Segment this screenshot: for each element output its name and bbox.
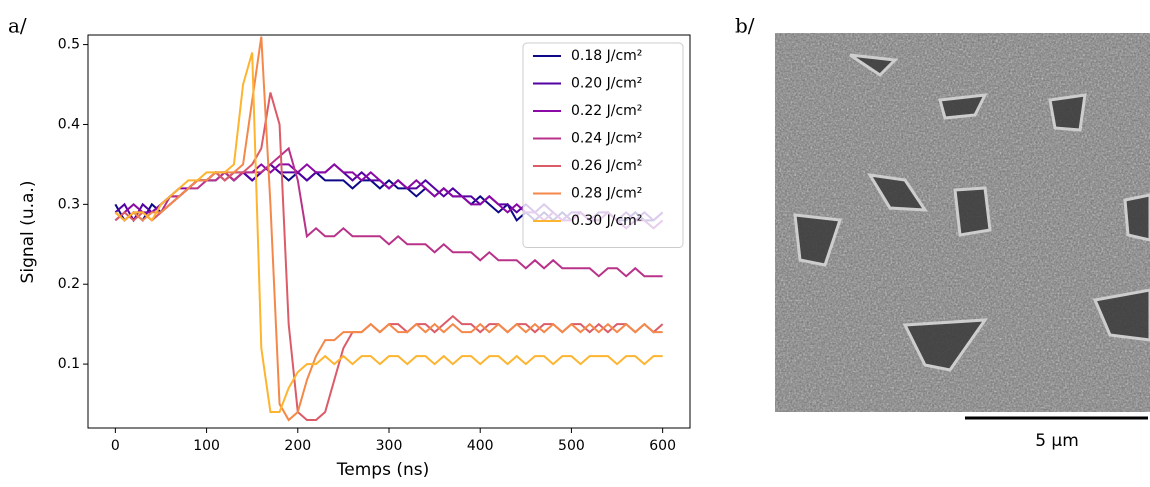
x-tick-label: 300 [376, 438, 403, 454]
x-tick-label: 200 [284, 438, 311, 454]
x-tick-label: 0 [111, 438, 120, 454]
legend-box [522, 42, 684, 248]
y-tick-label: 0.1 [58, 356, 80, 372]
series-line [114, 36, 663, 422]
legend-label: 0.28 J/cm² [571, 186, 642, 202]
sem-image [775, 33, 1150, 412]
y-tick-label: 0.3 [58, 196, 80, 212]
series-line [114, 52, 663, 414]
panel-label: a/ [8, 14, 27, 38]
legend-label: 0.30 J/cm² [571, 213, 642, 229]
y-tick-label: 0.4 [58, 116, 80, 132]
x-tick-label: 600 [649, 438, 676, 454]
plot-frame [87, 34, 691, 429]
panel-label: b/ [735, 14, 755, 38]
legend-label: 0.20 J/cm² [571, 76, 642, 92]
x-axis-label: Temps (ns) [336, 460, 429, 480]
y-tick-label: 0.5 [58, 37, 80, 53]
scale-bar-label: 5 µm [1035, 431, 1079, 451]
x-tick-label: 500 [558, 438, 585, 454]
plot: 0 100 200 300 400 500 600 0.1 0.2 0.3 0.4 0.5 0.18 J… [58, 34, 691, 454]
legend-label: 0.24 J/cm² [571, 131, 642, 147]
y-tick-label: 0.2 [58, 276, 80, 292]
legend-label: 0.18 J/cm² [571, 48, 642, 64]
x-tick-label: 100 [193, 438, 220, 454]
legend-label: 0.26 J/cm² [571, 158, 642, 174]
x-tick-label: 400 [467, 438, 494, 454]
y-axis-label: Signal (u.a.) [18, 181, 38, 284]
legend-label: 0.22 J/cm² [571, 103, 642, 119]
legend: 0.18 J/cm² 0.20 J/cm² 0.22 J/cm² 0.24 J/cm²… [522, 42, 684, 248]
